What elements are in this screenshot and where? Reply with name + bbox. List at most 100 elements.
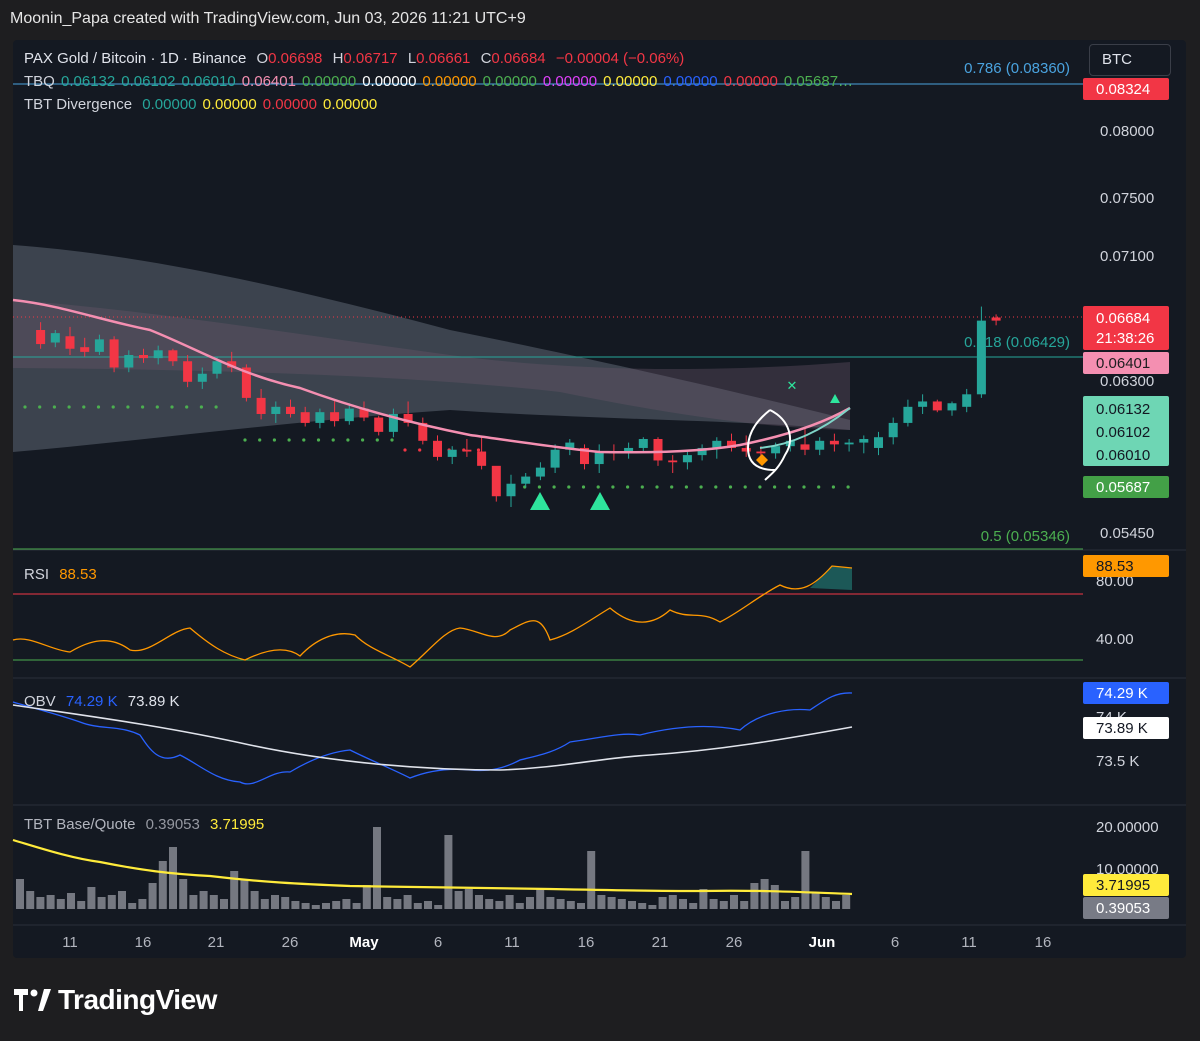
support-dot xyxy=(346,438,350,442)
candle xyxy=(197,373,207,382)
candle xyxy=(624,447,634,454)
candle xyxy=(80,347,90,352)
support-dot xyxy=(581,485,586,489)
support-dot xyxy=(82,405,86,409)
base-quote-bar xyxy=(322,903,330,909)
base-quote-bar xyxy=(373,827,381,909)
base-quote-bar xyxy=(413,903,422,909)
currency-button[interactable]: BTC xyxy=(1089,44,1171,76)
tbt-divergence-value-4: 0.00000 xyxy=(322,96,378,113)
tbq-line xyxy=(759,407,851,449)
rsi-axis-tick: 80.00 xyxy=(1096,573,1134,590)
base-quote-bar xyxy=(393,899,402,909)
base-quote-bar xyxy=(495,901,504,909)
base-quote-axis-tick: 10.00000 xyxy=(1096,861,1159,878)
base-quote-axis-tick: 20.00000 xyxy=(1096,819,1159,836)
base-quote-bar xyxy=(199,891,208,909)
support-dot xyxy=(611,485,615,489)
base-quote-tag-1: 3.71995 xyxy=(1096,877,1150,894)
support-dot xyxy=(670,485,674,489)
tbq-value-3: 0.06010 xyxy=(181,73,236,90)
support-dot xyxy=(331,438,335,442)
candle xyxy=(962,394,972,407)
base-quote-bar xyxy=(821,897,830,909)
base-quote-bar xyxy=(607,897,616,909)
tradingview-logo-icon xyxy=(14,989,51,1011)
base-quote-legend[interactable]: TBT Base/Quote 0.39053 3.71995 xyxy=(24,816,270,833)
support-dot xyxy=(684,485,689,489)
rsi-legend[interactable]: RSI 88.53 xyxy=(24,566,103,583)
base-quote-bar xyxy=(842,895,851,909)
candle xyxy=(462,449,472,452)
obv-tag-1: 74.29 K xyxy=(1096,685,1148,702)
base-quote-label: TBT Base/Quote xyxy=(24,816,136,833)
candle xyxy=(330,412,340,422)
candle xyxy=(183,361,193,382)
base-quote-bar xyxy=(118,891,126,909)
base-quote-bar xyxy=(169,847,177,909)
obv-axis-tick: 73.5 K xyxy=(1096,753,1139,770)
chart-attribution: Moonin_Papa created with TradingView.com… xyxy=(10,10,526,27)
base-quote-bar xyxy=(515,903,524,909)
tbq-legend[interactable]: TBQ 0.06132 0.06102 0.06010 0.06401 0.00000 0… xyxy=(24,73,859,90)
resistance-dot xyxy=(476,448,481,452)
ma-line xyxy=(12,298,851,454)
candle xyxy=(124,355,134,368)
support-dot xyxy=(552,485,556,489)
obv-tag-2: 73.89 K xyxy=(1096,720,1148,737)
candle xyxy=(594,451,604,465)
support-dot xyxy=(537,485,542,489)
candle xyxy=(374,417,384,432)
fib-label-5: 0.5 (0.05346) xyxy=(981,528,1070,545)
base-quote-bar xyxy=(107,895,116,909)
candle xyxy=(800,444,810,450)
tbq-value-2: 0.06102 xyxy=(121,73,176,90)
base-quote-bar xyxy=(240,879,249,909)
candle xyxy=(844,442,854,445)
tbq-value-4: 0.06401 xyxy=(241,73,296,90)
buy-triangle xyxy=(590,492,610,510)
candle xyxy=(756,451,766,454)
price-tag-tbq-3: 0.06010 xyxy=(1096,447,1150,464)
candle xyxy=(359,408,369,418)
rsi-overbought-fill xyxy=(810,566,852,590)
base-quote-bar xyxy=(77,901,86,909)
base-quote-bar xyxy=(658,897,667,909)
ohlc-open-label: O xyxy=(256,50,269,67)
base-quote-bar xyxy=(577,903,585,909)
symbol-name[interactable]: PAX Gold / Bitcoin · 1D · Binance xyxy=(24,50,247,67)
candle xyxy=(94,339,104,352)
base-quote-bar xyxy=(536,889,545,909)
candle xyxy=(918,401,928,407)
base-quote-bar xyxy=(158,861,167,909)
base-quote-bar xyxy=(638,903,647,909)
rsi-tag-bg xyxy=(1083,555,1169,577)
support-dot xyxy=(272,438,276,442)
support-dot xyxy=(361,438,365,442)
support-dot xyxy=(390,438,394,442)
x-axis-tick: Jun xyxy=(809,934,836,951)
tbq-value-8: 0.00000 xyxy=(482,73,537,90)
candle xyxy=(388,413,398,432)
tbt-divergence-legend[interactable]: TBT Divergence 0.00000 0.00000 0.00000 0.00… xyxy=(24,96,383,113)
base-quote-value-2: 3.71995 xyxy=(210,816,265,833)
tradingview-logo[interactable]: TradingView xyxy=(14,984,217,1016)
base-quote-bar xyxy=(362,885,371,909)
base-quote-bar xyxy=(352,903,361,909)
price-tag-ma: 0.06401 xyxy=(1096,355,1150,372)
support-dot xyxy=(155,405,159,409)
candle xyxy=(653,439,663,461)
price-tag-tbq-1: 0.06132 xyxy=(1096,401,1150,418)
obv-legend[interactable]: OBV 74.29 K 73.89 K xyxy=(24,693,185,710)
x-axis-tick: 16 xyxy=(1035,934,1052,951)
base-quote-bar xyxy=(566,901,575,909)
base-quote-bar xyxy=(444,835,453,909)
candle xyxy=(741,447,751,452)
base-quote-bar xyxy=(719,901,728,909)
rsi-axis-tick: 40.00 xyxy=(1096,631,1134,648)
base-quote-bar xyxy=(709,899,718,909)
support-dot xyxy=(287,438,291,442)
base-quote-bar xyxy=(760,879,769,909)
base-quote-bar xyxy=(424,901,432,909)
